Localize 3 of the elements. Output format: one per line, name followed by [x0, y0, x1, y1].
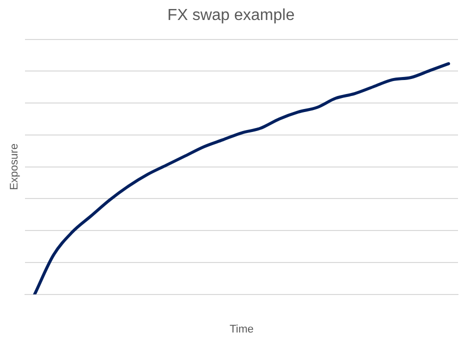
x-axis-title: Time: [230, 323, 254, 336]
y-axis-title: Exposure: [8, 144, 21, 190]
chart-title: FX swap example: [167, 7, 295, 24]
